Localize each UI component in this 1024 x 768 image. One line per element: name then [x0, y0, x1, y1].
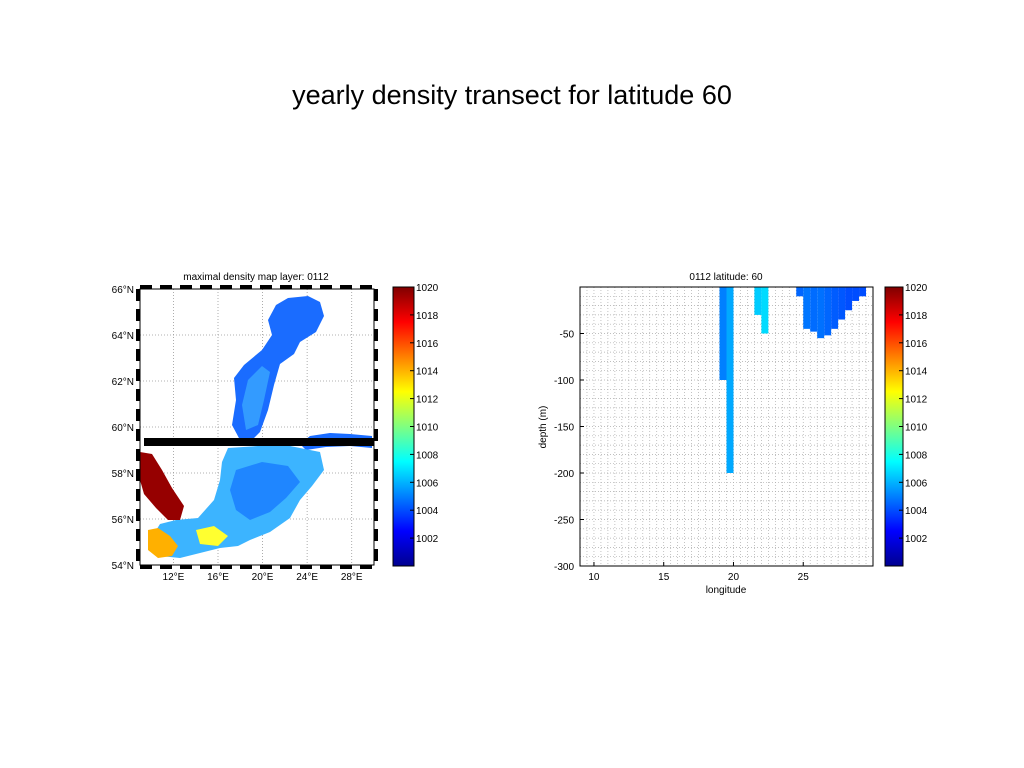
colorbar-tick-label: 1010: [416, 423, 439, 434]
transect-density-columns: [719, 287, 867, 473]
transect-density-column: [838, 287, 846, 320]
map-y-tick-label: 56°N: [112, 515, 134, 526]
map-y-tick-label: 60°N: [112, 423, 134, 434]
colorbar-tick-label: 1020: [905, 283, 928, 294]
transect-y-tick-label: -100: [554, 376, 574, 387]
slide-title: yearly density transect for latitude 60: [292, 80, 732, 110]
colorbar-tick-label: 1012: [905, 395, 928, 406]
transect-y-tick-label: -250: [554, 516, 574, 527]
map-title: maximal density map layer: 0112: [183, 272, 329, 283]
map-x-tick-label: 24°E: [296, 572, 318, 583]
transect-x-tick-label: 20: [728, 572, 740, 583]
map-x-tick-label: 12°E: [163, 572, 185, 583]
transect-y-tick-labels: -50 -100 -150 -200 -250 -300: [554, 330, 584, 573]
colorbar-tick-label: 1010: [905, 423, 928, 434]
map-x-tick-labels: 12°E 16°E 20°E 24°E 28°E: [163, 572, 363, 583]
colorbar-tick-label: 1006: [416, 478, 439, 489]
map-y-tick-label: 54°N: [112, 561, 134, 572]
colorbar-tick-label: 1018: [905, 311, 928, 322]
map-y-tick-labels: 66°N 64°N 62°N 60°N 58°N 56°N 54°N: [112, 285, 134, 572]
colorbar-tick-label: 1004: [905, 506, 928, 517]
kattegat-belts: [148, 528, 178, 558]
transect-density-column: [726, 287, 734, 473]
transect-x-tick-label: 25: [798, 572, 810, 583]
transect-density-column: [852, 287, 860, 301]
transect-y-tick-label: -50: [560, 330, 575, 341]
transect-density-column: [845, 287, 853, 311]
colorbar-tick-label: 1008: [416, 450, 439, 461]
map-x-tick-label: 16°E: [207, 572, 229, 583]
map-y-tick-label: 66°N: [112, 285, 134, 296]
transect-density-column: [719, 287, 727, 380]
map-colorbar-ticks: 1020 1018 1016 1014 1012 1010 1008 1006 1004 1002: [410, 283, 439, 545]
transect-title: 0112 latitude: 60: [689, 272, 763, 283]
colorbar-tick-label: 1020: [416, 283, 439, 294]
colorbar-tick-label: 1014: [416, 367, 439, 378]
transect-y-tick-label: -150: [554, 423, 574, 434]
transect-density-column: [831, 287, 839, 329]
colorbar-tick-label: 1002: [416, 534, 439, 545]
map-dashed-border: [136, 285, 378, 569]
colorbar-tick-label: 1014: [905, 367, 928, 378]
colorbar-tick-label: 1002: [905, 534, 928, 545]
transect-density-column: [824, 287, 832, 336]
transect-x-tick-labels: 10 15 20 25: [588, 562, 809, 583]
colorbar-tick-label: 1004: [416, 506, 439, 517]
transect-xlabel: longitude: [706, 585, 747, 596]
transect-colorbar: 1020 1018 1016 1014 1012 1010 1008 1006 1004 1002: [884, 283, 928, 567]
transect-colorbar-ticks: 1020 1018 1016 1014 1012 1010 1008 1006 1004 1002: [899, 283, 928, 545]
bothnia-shallows: [242, 366, 270, 430]
map-y-tick-label: 62°N: [112, 377, 134, 388]
map-y-tick-label: 64°N: [112, 331, 134, 342]
map-x-tick-label: 28°E: [341, 572, 363, 583]
skagerrak: [140, 452, 184, 520]
transect-x-tick-label: 15: [658, 572, 670, 583]
colorbar-tick-label: 1008: [905, 450, 928, 461]
map-colorbar: 1020 1018 1016 1014 1012 1010 1008 1006 1004 1002: [392, 283, 439, 567]
transect-line: [144, 438, 374, 446]
map-y-tick-label: 58°N: [112, 469, 134, 480]
transect-y-tick-label: -300: [554, 562, 574, 573]
transect-density-column: [796, 287, 804, 297]
transect-x-tick-label: 10: [588, 572, 600, 583]
colorbar-tick-label: 1006: [905, 478, 928, 489]
transect-density-column: [761, 287, 769, 334]
transect-ylabel: depth (m): [538, 406, 549, 449]
transect-density-column: [817, 287, 825, 339]
colorbar-tick-label: 1012: [416, 395, 439, 406]
map-panel: maximal density map layer: 0112 66°N 64°N…: [112, 272, 378, 583]
baltic-sea-density: [140, 296, 374, 558]
map-x-tick-label: 20°E: [252, 572, 274, 583]
arkona-basin: [196, 526, 228, 546]
transect-density-column: [803, 287, 811, 329]
transect-density-column: [754, 287, 762, 315]
gotland-basin: [230, 462, 300, 520]
transect-y-tick-label: -200: [554, 469, 574, 480]
transect-density-column: [859, 287, 867, 297]
transect-panel: 0112 latitude: 60 -50 -100 -150 -200 -250 -30…: [538, 272, 874, 596]
colorbar-tick-label: 1016: [416, 339, 439, 350]
colorbar-tick-label: 1016: [905, 339, 928, 350]
map-frame: [139, 288, 375, 566]
transect-grid: [579, 286, 874, 567]
transect-density-column: [810, 287, 818, 332]
colorbar-tick-label: 1018: [416, 311, 439, 322]
